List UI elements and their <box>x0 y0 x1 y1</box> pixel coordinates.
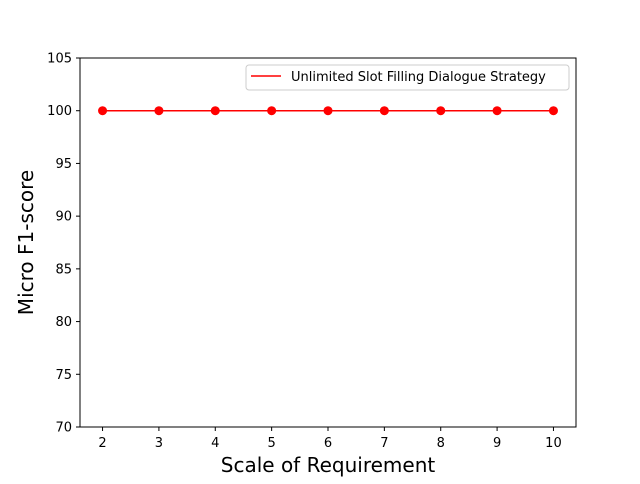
x-axis-label: Scale of Requirement <box>221 453 436 477</box>
data-point <box>267 106 277 116</box>
x-tick-label: 6 <box>324 436 332 451</box>
x-tick-label: 3 <box>155 436 163 451</box>
y-tick-label: 105 <box>47 52 72 67</box>
x-tick-label: 8 <box>437 436 445 451</box>
x-tick-label: 4 <box>211 436 219 451</box>
data-point <box>492 106 502 116</box>
data-point <box>548 106 558 116</box>
y-axis-ticks: 70 75 80 85 90 95 100 105 <box>47 52 80 436</box>
y-tick-label: 95 <box>55 157 72 172</box>
x-tick-label: 9 <box>493 436 501 451</box>
legend-label: Unlimited Slot Filling Dialogue Strategy <box>291 70 546 85</box>
data-point <box>379 106 389 116</box>
data-point <box>210 106 220 116</box>
y-tick-label: 75 <box>55 368 72 383</box>
legend: Unlimited Slot Filling Dialogue Strategy <box>245 64 570 91</box>
legend-box <box>245 64 570 91</box>
y-tick-label: 100 <box>47 104 72 119</box>
y-tick-label: 70 <box>55 421 72 436</box>
data-point <box>436 106 446 116</box>
y-tick-label: 85 <box>55 262 72 277</box>
x-tick-label: 7 <box>380 436 388 451</box>
y-axis-label: Micro F1-score <box>14 170 38 315</box>
data-point <box>323 106 333 116</box>
y-tick-label: 80 <box>55 315 72 330</box>
x-tick-label: 5 <box>267 436 275 451</box>
x-tick-label: 2 <box>98 436 106 451</box>
data-point <box>98 106 108 116</box>
x-axis-ticks: 2 3 4 5 6 7 8 9 10 <box>98 427 562 451</box>
plot-area <box>98 106 558 116</box>
y-tick-label: 90 <box>55 210 72 225</box>
data-point <box>154 106 164 116</box>
x-tick-label: 10 <box>545 436 562 451</box>
